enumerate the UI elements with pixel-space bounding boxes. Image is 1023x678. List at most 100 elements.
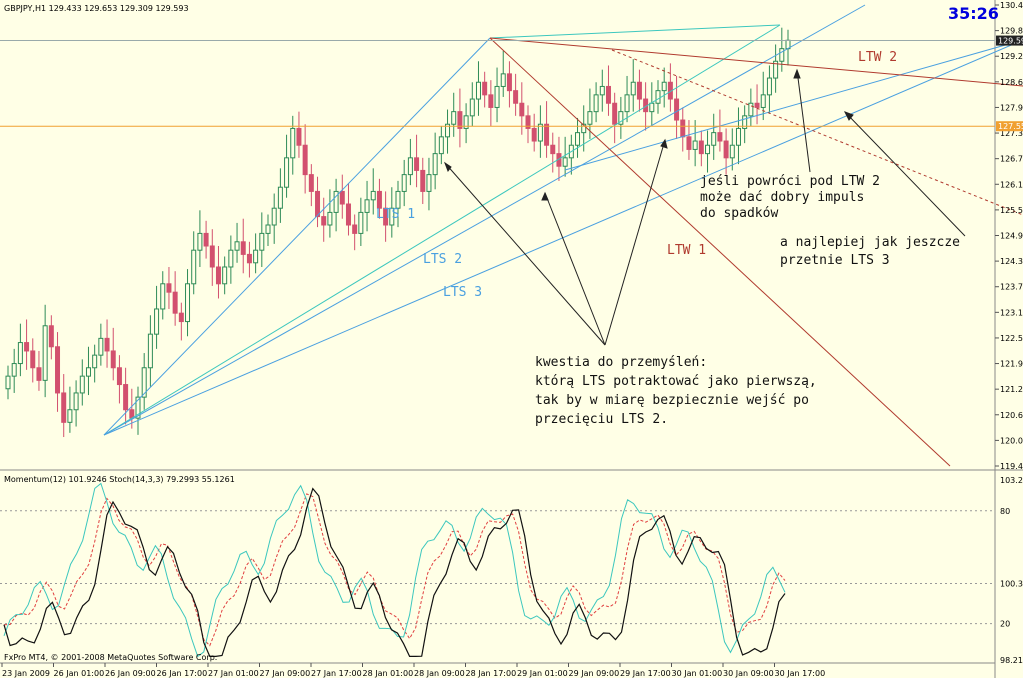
candle-body (426, 174, 432, 192)
candle-body (420, 169, 426, 192)
candle-body (259, 232, 265, 251)
candle-body (17, 342, 23, 365)
time-tick-label: 30 Jan 09:00 (723, 669, 774, 678)
candle-body (593, 94, 599, 113)
candle-body (605, 85, 611, 104)
oscillator-tick-label: 100.3046 (1000, 580, 1023, 589)
candle-body (482, 81, 488, 96)
price-tick-label: 129.825 (1000, 27, 1023, 36)
oscillator-tick-label: 80 (1000, 507, 1010, 516)
candle-body (191, 249, 197, 285)
trendlines (103, 4, 1023, 467)
price-tick-label: 123.120 (1000, 308, 1023, 317)
arrow (604, 139, 666, 346)
candle-body (185, 283, 191, 323)
time-tick-label: 26 Jan 09:00 (105, 669, 156, 678)
candle-body (618, 111, 624, 125)
candle-body (246, 253, 252, 264)
symbol-header: GBPJPY,H1 129.433 129.653 129.309 129.59… (4, 4, 189, 13)
candle-body (612, 102, 618, 125)
candle-body (172, 291, 178, 314)
candle-body (253, 249, 259, 264)
arrowhead (660, 138, 668, 149)
arrow (796, 69, 811, 173)
candle-body (376, 190, 382, 209)
candle-body (735, 127, 741, 146)
price-tick-label: 128.610 (1000, 78, 1023, 87)
candle-body (692, 140, 698, 150)
momentum-header: Momentum(12) 101.9246 Stoch(14,3,3) 79.2… (4, 475, 235, 484)
price-tick-label: 124.335 (1000, 257, 1023, 266)
candle-body (141, 367, 147, 398)
price-tick-label: 126.780 (1000, 155, 1023, 164)
ltw1-line (489, 37, 951, 467)
candle-body (116, 367, 122, 386)
candle-body (500, 73, 506, 87)
oscillator-tick-label: 103.2121 (1000, 476, 1023, 485)
candle-body (197, 232, 203, 251)
time-tick-label: 28 Jan 01:00 (363, 669, 414, 678)
time-tick-label: 26 Jan 17:00 (157, 669, 208, 678)
time-tick-label: 27 Jan 09:00 (260, 669, 311, 678)
footer-copyright: FxPro MT4, © 2001-2008 MetaQuotes Softwa… (4, 653, 217, 662)
lts1-line (103, 37, 491, 436)
annotation-question: kwestia do przemyśleń: którą LTS potrakt… (535, 355, 817, 427)
candle-body (11, 363, 17, 377)
candle-body (469, 98, 475, 117)
annotation-line: może dać dobry impuls (700, 190, 864, 205)
candle-body (766, 77, 772, 96)
lts3-label: LTS 3 (443, 285, 482, 300)
candle-body (67, 409, 73, 423)
candle-body (636, 81, 642, 100)
candle-body (513, 90, 519, 104)
time-tick-label: 23 Jan 2009 (2, 669, 50, 678)
candle-body (222, 266, 228, 285)
candle-body (760, 94, 766, 108)
price-tick-label: 121.905 (1000, 360, 1023, 369)
lts3-line (103, 39, 1023, 436)
candle-body (321, 216, 327, 226)
price-tick-label: 121.290 (1000, 385, 1023, 394)
time-tick-label: 29 Jan 17:00 (620, 669, 671, 678)
candle-body (308, 174, 314, 192)
candle-body (475, 81, 481, 100)
candle-body (575, 132, 581, 146)
time-tick-label: 30 Jan 01:00 (672, 669, 723, 678)
candle-body (519, 102, 525, 117)
candle-body (215, 266, 221, 285)
candle-body (265, 224, 271, 234)
annotation-lts3: a najlepiej jak jeszcze przetnie LTS 3 (780, 235, 960, 268)
momentum-line (3, 487, 786, 657)
candle-body (389, 207, 395, 226)
candle-body (457, 111, 463, 129)
candle-body (537, 123, 543, 142)
candle-body (630, 81, 636, 96)
candle-body (779, 48, 785, 62)
time-tick-label: 27 Jan 17:00 (311, 669, 362, 678)
candle-body (705, 144, 711, 155)
candle-body (55, 346, 61, 394)
time-tick-label: 28 Jan 09:00 (414, 669, 465, 678)
arrowhead (793, 68, 801, 79)
price-tick-label: 129.225 (1000, 52, 1023, 61)
price-tick-label: 120.675 (1000, 411, 1023, 420)
candle-body (686, 136, 692, 150)
candle-body (717, 132, 723, 142)
candle-body (531, 127, 537, 142)
candle-body (599, 85, 605, 96)
oscillator-panel: 103.2121 80 100.3046 20 98.2121 (0, 476, 1023, 665)
candle-body (166, 283, 172, 293)
candle-body (209, 245, 215, 268)
annotation-line: którą LTS potraktować jako pierwszą, (535, 374, 817, 389)
oscillator-tick-label: 98.2121 (1000, 656, 1023, 665)
orange-level-label: 127.553 (998, 122, 1023, 131)
candle-body (698, 140, 704, 155)
candle-body (451, 111, 457, 125)
candle-body (562, 157, 568, 167)
candle-body (581, 123, 587, 134)
stochastic-signal-line (3, 493, 786, 647)
price-tick-label: 126.165 (1000, 180, 1023, 189)
candle-body (587, 111, 593, 125)
price-tick-label: 130.440 (1000, 1, 1023, 10)
